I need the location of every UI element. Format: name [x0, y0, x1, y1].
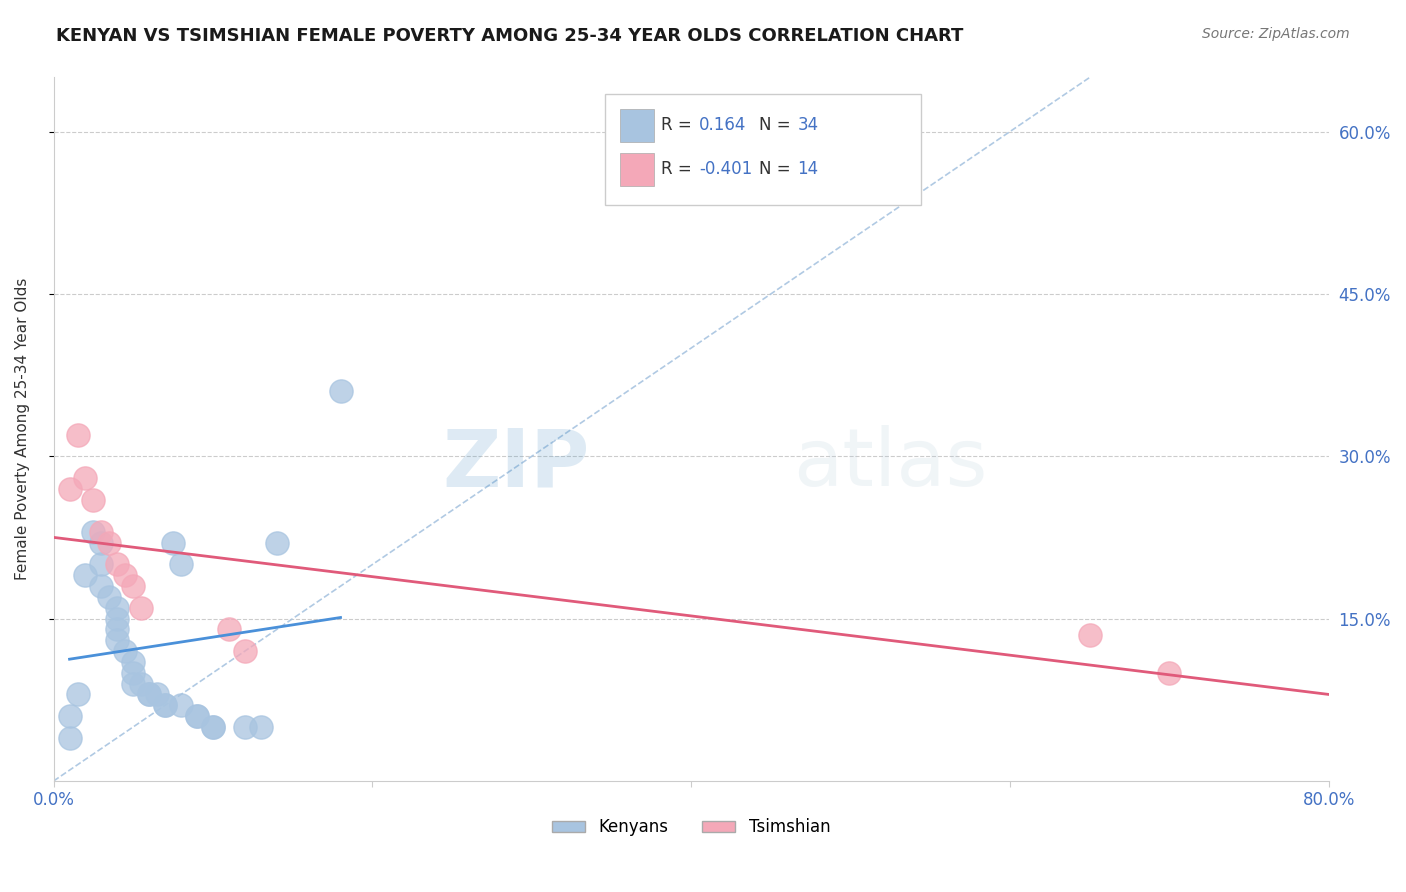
Text: KENYAN VS TSIMSHIAN FEMALE POVERTY AMONG 25-34 YEAR OLDS CORRELATION CHART: KENYAN VS TSIMSHIAN FEMALE POVERTY AMONG…: [56, 27, 963, 45]
Point: [129, 676, 152, 690]
Point: [122, 655, 145, 669]
Text: R =: R =: [661, 161, 697, 178]
Point: [153, 698, 176, 713]
Point: [58, 731, 80, 745]
Text: Source: ZipAtlas.com: Source: ZipAtlas.com: [1202, 27, 1350, 41]
Text: ZIP: ZIP: [441, 425, 589, 503]
Point: [233, 720, 256, 734]
Point: [75, 471, 97, 485]
Point: [122, 676, 145, 690]
Point: [266, 536, 288, 550]
Point: [105, 623, 128, 637]
Point: [90, 524, 112, 539]
Point: [82, 524, 104, 539]
Y-axis label: Female Poverty Among 25-34 Year Olds: Female Poverty Among 25-34 Year Olds: [15, 278, 30, 581]
Point: [153, 698, 176, 713]
Point: [201, 720, 224, 734]
Point: [201, 720, 224, 734]
Text: atlas: atlas: [793, 425, 987, 503]
Point: [162, 536, 184, 550]
Point: [114, 568, 136, 582]
Point: [122, 665, 145, 680]
Point: [105, 558, 128, 572]
Point: [138, 687, 160, 701]
Point: [218, 623, 240, 637]
Text: 34: 34: [797, 116, 818, 134]
Point: [105, 600, 128, 615]
Point: [105, 612, 128, 626]
Point: [98, 536, 121, 550]
Point: [1078, 628, 1101, 642]
Point: [75, 568, 97, 582]
Point: [105, 633, 128, 648]
Point: [170, 698, 193, 713]
Text: N =: N =: [759, 116, 796, 134]
Point: [129, 600, 152, 615]
Point: [58, 482, 80, 496]
Point: [250, 720, 273, 734]
Text: 14: 14: [797, 161, 818, 178]
Point: [66, 687, 89, 701]
Point: [1159, 665, 1181, 680]
Point: [329, 384, 352, 399]
Point: [186, 709, 208, 723]
Point: [146, 687, 169, 701]
Point: [122, 579, 145, 593]
Point: [170, 558, 193, 572]
Point: [82, 492, 104, 507]
Point: [98, 590, 121, 604]
Text: 0.164: 0.164: [699, 116, 747, 134]
Point: [233, 644, 256, 658]
Point: [90, 536, 112, 550]
Point: [90, 579, 112, 593]
Point: [90, 558, 112, 572]
Point: [114, 644, 136, 658]
Text: R =: R =: [661, 116, 697, 134]
Point: [58, 709, 80, 723]
Point: [66, 427, 89, 442]
Text: -0.401: -0.401: [699, 161, 752, 178]
Point: [138, 687, 160, 701]
Point: [186, 709, 208, 723]
Legend: Kenyans, Tsimshian: Kenyans, Tsimshian: [546, 812, 837, 843]
Text: N =: N =: [759, 161, 796, 178]
